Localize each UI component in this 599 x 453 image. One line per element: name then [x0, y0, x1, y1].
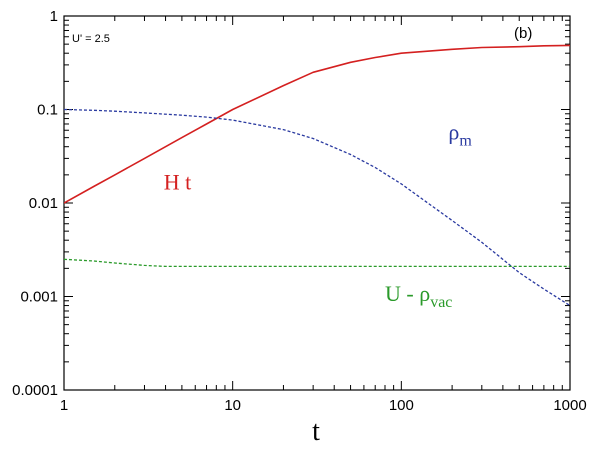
y-tick-label: 1	[50, 8, 58, 25]
series-line-1	[64, 44, 570, 204]
y-tick-label: 0.001	[20, 289, 58, 306]
y-tick-label: 0.0001	[12, 382, 58, 399]
series-label-1: H t	[164, 169, 192, 194]
x-tick-label: 1	[60, 397, 68, 414]
panel-label: (b)	[514, 25, 532, 42]
x-tick-label: 10	[224, 397, 241, 414]
series-line-3	[64, 258, 570, 268]
parameter-annotation: U' = 2.5	[72, 33, 110, 45]
series-line-2	[64, 108, 570, 307]
series-label-2: ρm	[448, 119, 472, 149]
y-tick-label: 0.01	[29, 195, 58, 212]
series-label-3: U - ρvac	[385, 281, 452, 311]
x-tick-label: 1000	[553, 397, 586, 414]
x-axis-label: t	[312, 416, 320, 447]
y-tick-label: 0.1	[37, 102, 58, 119]
x-tick-label: 100	[389, 397, 414, 414]
plot-frame	[63, 15, 571, 391]
